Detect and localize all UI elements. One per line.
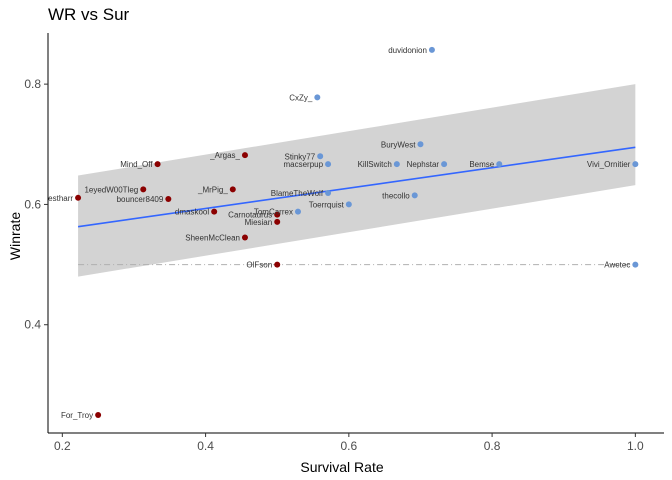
- point-label: _Argas_: [209, 151, 240, 160]
- point-label: Stinky77: [284, 152, 315, 161]
- data-point: [75, 194, 82, 201]
- data-point: [345, 201, 352, 208]
- data-point: [496, 161, 503, 168]
- data-point: [441, 161, 448, 168]
- y-axis-title: Winrate: [7, 212, 23, 260]
- x-tick-label: 1.0: [627, 439, 644, 453]
- point-label: macserpup: [283, 160, 323, 169]
- data-point: [411, 192, 418, 199]
- point-label: bouncer8409: [117, 195, 164, 204]
- point-label: BlameTheWolf: [271, 189, 324, 198]
- data-point: [314, 94, 321, 101]
- axes-layer: 0.2 0.4 0.6 0.8 1.0 0.4 0.6 0.8: [24, 33, 664, 453]
- data-point: [274, 211, 281, 218]
- data-point: [294, 208, 301, 215]
- data-point: [317, 153, 324, 160]
- point-label: Awetec: [604, 261, 630, 270]
- data-point: [241, 234, 248, 241]
- point-label: thecollo: [382, 191, 410, 200]
- point-label: BuryWest: [381, 140, 416, 149]
- point-label: Miesian: [245, 218, 273, 227]
- point-label: 1eyedW00Tleg: [84, 185, 138, 194]
- y-tick-label: 0.8: [24, 77, 41, 91]
- x-tick-label: 0.8: [484, 439, 501, 453]
- point-label: TomCarrex: [254, 208, 293, 217]
- point-labels-layer: duvidonion CxZy_ BuryWest _Argas_ Stinky77ma…: [48, 46, 631, 420]
- x-tick-label: 0.4: [197, 439, 214, 453]
- x-tick-label: 0.6: [340, 439, 357, 453]
- point-label: _MrPig_: [197, 185, 228, 194]
- data-point: [241, 152, 248, 159]
- data-point: [393, 161, 400, 168]
- point-label: CxZy_: [289, 93, 313, 102]
- x-tick-label: 0.2: [54, 439, 71, 453]
- trend-line-layer: [77, 146, 636, 228]
- point-label: Nephstar: [407, 160, 440, 169]
- point-label: Mind_Off: [120, 160, 153, 169]
- data-point: [165, 196, 172, 203]
- data-point: [229, 186, 236, 193]
- point-label: Bemse: [469, 160, 494, 169]
- data-point: [95, 411, 102, 418]
- point-label: SheenMcClean: [185, 234, 240, 243]
- data-point: [274, 261, 281, 268]
- point-label: Vivi_Ornitier: [587, 160, 631, 169]
- data-points-layer: [75, 46, 639, 418]
- point-label: Toerrquist: [309, 200, 345, 209]
- data-point: [274, 218, 281, 225]
- data-point: [154, 161, 161, 168]
- chart-title: WR vs Sur: [48, 5, 130, 24]
- point-label: OlFson: [246, 261, 272, 270]
- point-label: KillSwitch: [358, 160, 392, 169]
- data-point: [211, 208, 218, 215]
- data-point: [325, 161, 332, 168]
- data-point: [428, 46, 435, 53]
- data-point: [140, 186, 147, 193]
- confidence-band-layer: [78, 84, 636, 277]
- trend-line: [77, 146, 636, 228]
- data-point: [632, 161, 639, 168]
- point-label: Carnotaurus: [228, 211, 272, 220]
- y-tick-label: 0.6: [24, 197, 41, 211]
- point-label: For_Troy: [61, 411, 93, 420]
- point-label: dmaskool: [175, 208, 209, 217]
- x-axis-title: Survival Rate: [300, 459, 383, 475]
- data-point: [632, 261, 639, 268]
- point-label: duvidonion: [388, 46, 427, 55]
- confidence-band: [78, 84, 636, 277]
- point-label: estharr: [48, 194, 73, 203]
- y-tick-label: 0.4: [24, 318, 41, 332]
- data-point: [325, 190, 332, 196]
- data-point: [417, 141, 424, 148]
